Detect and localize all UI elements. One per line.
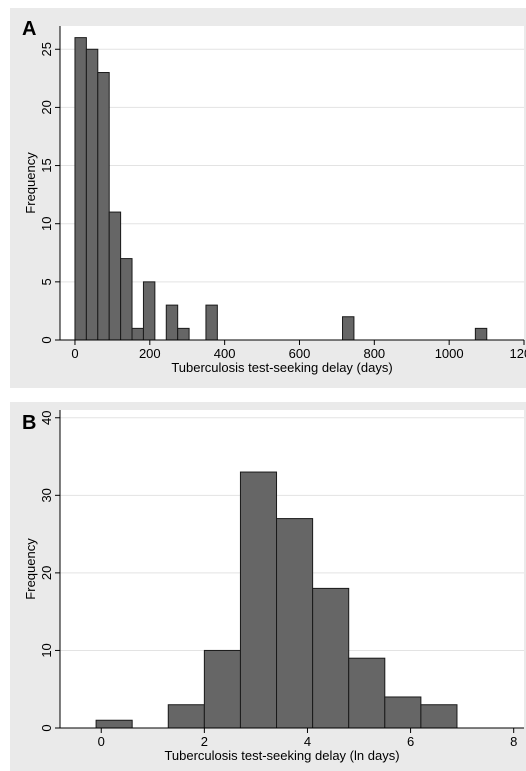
x-tick-label: 600 bbox=[289, 346, 311, 361]
histogram-bar bbox=[142, 281, 156, 341]
x-tick-label: 8 bbox=[510, 734, 517, 749]
histogram-bar bbox=[205, 304, 218, 341]
x-tick-label: 800 bbox=[363, 346, 385, 361]
y-tick-label: 0 bbox=[39, 724, 54, 731]
histogram-bar bbox=[97, 72, 110, 341]
histogram-bar bbox=[120, 258, 133, 341]
x-tick-label: 400 bbox=[214, 346, 236, 361]
histogram-bar bbox=[165, 304, 179, 341]
x-axis-title: Tuberculosis test-seeking delay (days) bbox=[171, 360, 392, 375]
y-axis-title: Frequency bbox=[23, 152, 38, 214]
histogram-panel-a: A 0 200 400 600 800 1000 1200 0 5 10 15 20 25 Tubercu… bbox=[10, 8, 526, 388]
histogram-bar bbox=[177, 327, 190, 341]
histogram-bar bbox=[108, 211, 122, 341]
histogram-bar bbox=[342, 316, 355, 341]
panel-label-b: B bbox=[22, 412, 37, 434]
panel-label-a: A bbox=[22, 18, 37, 40]
histogram-bar bbox=[95, 719, 133, 729]
histogram-bar bbox=[167, 704, 205, 729]
histogram-panel-b: B 0 2 4 6 8 0 10 20 30 40 Tuberculosis test-seekin… bbox=[10, 402, 526, 771]
x-tick-label: 1200 bbox=[510, 346, 526, 361]
y-tick-label: 40 bbox=[39, 411, 54, 425]
x-tick-label: 4 bbox=[304, 734, 311, 749]
histogram-a-plot: 0 200 400 600 800 1000 1200 0 5 10 15 20 25 Tuberculo… bbox=[23, 26, 526, 375]
y-axis-title: Frequency bbox=[23, 538, 38, 600]
histogram-bar bbox=[131, 327, 144, 341]
histogram-bar bbox=[474, 327, 488, 341]
histogram-bar bbox=[203, 649, 241, 729]
y-tick-label: 20 bbox=[39, 566, 54, 580]
histogram-bar bbox=[312, 587, 350, 729]
x-tick-label: 0 bbox=[98, 734, 105, 749]
x-tick-label: 2 bbox=[201, 734, 208, 749]
x-tick-label: 0 bbox=[71, 346, 78, 361]
y-tick-label: 10 bbox=[39, 643, 54, 657]
y-tick-label: 30 bbox=[39, 488, 54, 502]
x-tick-label: 200 bbox=[139, 346, 161, 361]
x-tick-label: 6 bbox=[407, 734, 414, 749]
y-tick-label: 0 bbox=[39, 336, 54, 343]
histogram-bar bbox=[384, 696, 422, 729]
histogram-bar bbox=[239, 471, 278, 729]
y-tick-label: 10 bbox=[39, 216, 54, 230]
x-axis-title: Tuberculosis test-seeking delay (ln days… bbox=[164, 748, 399, 763]
y-tick-label: 25 bbox=[39, 42, 54, 56]
histogram-b-plot: 0 2 4 6 8 0 10 20 30 40 Tuberculosis test-seeking … bbox=[23, 410, 524, 763]
x-tick-label: 1000 bbox=[435, 346, 464, 361]
histogram-bar bbox=[276, 518, 314, 729]
y-tick-label: 15 bbox=[39, 158, 54, 172]
histogram-bar bbox=[420, 704, 458, 729]
plot-area bbox=[60, 26, 524, 340]
y-tick-label: 20 bbox=[39, 100, 54, 114]
y-tick-label: 5 bbox=[39, 278, 54, 285]
histogram-bar bbox=[85, 48, 99, 341]
histogram-bar bbox=[74, 37, 87, 341]
histogram-bar bbox=[348, 657, 386, 729]
